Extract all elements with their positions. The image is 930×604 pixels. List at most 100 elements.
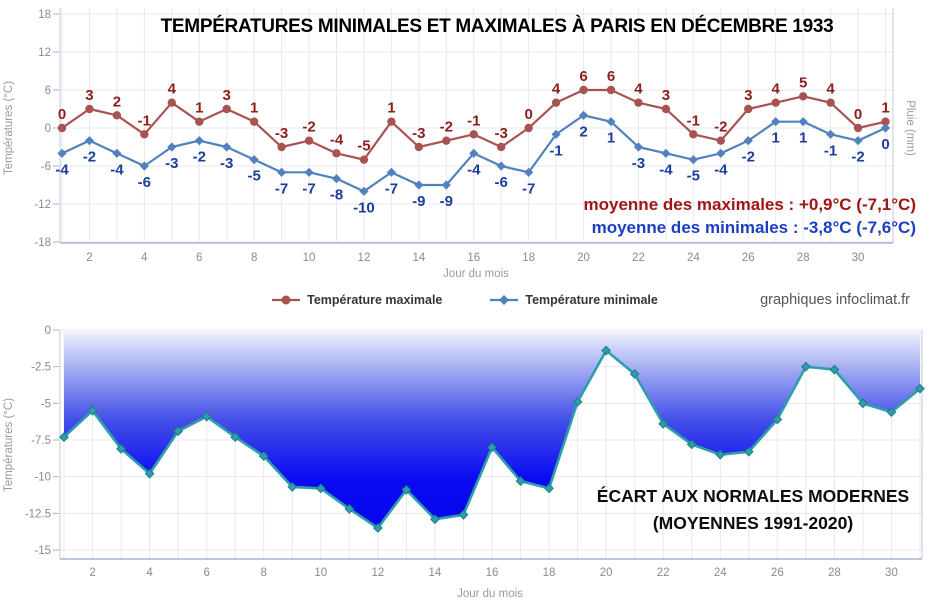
min-marker[interactable]: [194, 136, 204, 146]
min-marker[interactable]: [496, 161, 506, 171]
max-marker[interactable]: [304, 136, 314, 145]
min-marker[interactable]: [414, 180, 424, 190]
max-marker[interactable]: [634, 98, 643, 107]
ecart-marker[interactable]: [59, 432, 69, 442]
max-marker[interactable]: [798, 92, 808, 101]
min-marker[interactable]: [167, 142, 177, 152]
max-marker[interactable]: [359, 155, 369, 164]
ecart-marker[interactable]: [487, 442, 497, 453]
max-marker[interactable]: [661, 104, 671, 114]
min-marker[interactable]: [57, 148, 67, 158]
min-marker[interactable]: [853, 136, 863, 146]
min-marker[interactable]: [331, 174, 342, 184]
ecart-marker[interactable]: [458, 509, 469, 520]
max-marker[interactable]: [579, 85, 588, 95]
max-marker[interactable]: [222, 104, 231, 114]
ecart-marker[interactable]: [315, 483, 326, 494]
max-marker[interactable]: [387, 117, 396, 126]
ecart-marker[interactable]: [544, 483, 554, 494]
max-marker[interactable]: [57, 123, 67, 133]
min-marker[interactable]: [304, 167, 314, 177]
ecart-marker[interactable]: [344, 504, 355, 514]
ecart-marker[interactable]: [258, 451, 269, 462]
max-marker[interactable]: [826, 98, 835, 107]
ecart-marker[interactable]: [686, 439, 697, 450]
max-marker[interactable]: [195, 117, 204, 126]
ecart-marker[interactable]: [772, 414, 783, 425]
max-marker[interactable]: [853, 123, 863, 133]
min-marker[interactable]: [112, 148, 122, 158]
min-marker[interactable]: [386, 167, 396, 177]
ecart-marker[interactable]: [372, 523, 383, 533]
ecart-marker[interactable]: [829, 364, 840, 375]
ecart-marker[interactable]: [87, 405, 98, 416]
min-marker[interactable]: [441, 180, 451, 190]
max-marker[interactable]: [689, 130, 698, 139]
min-marker[interactable]: [222, 142, 232, 152]
max-marker[interactable]: [249, 117, 259, 126]
max-value-label: 6: [607, 68, 615, 85]
max-marker[interactable]: [606, 85, 616, 95]
ecart-series: [59, 330, 925, 533]
ecart-marker[interactable]: [886, 407, 897, 418]
min-marker[interactable]: [249, 155, 259, 165]
legend-item-temperature-maximale[interactable]: Température maximale: [272, 293, 442, 307]
min-marker[interactable]: [469, 148, 479, 158]
ecart-marker[interactable]: [201, 411, 212, 422]
ecart-marker[interactable]: [287, 482, 298, 492]
max-value-label: -2: [302, 119, 315, 136]
ecart-marker[interactable]: [658, 418, 669, 429]
min-marker[interactable]: [139, 161, 149, 171]
max-marker[interactable]: [716, 136, 725, 145]
ecart-marker[interactable]: [800, 361, 811, 372]
max-value-label: 3: [744, 87, 752, 104]
max-marker[interactable]: [167, 98, 176, 107]
min-marker[interactable]: [633, 142, 644, 152]
max-marker[interactable]: [744, 104, 753, 114]
ecart-marker[interactable]: [572, 396, 583, 407]
ecart-marker[interactable]: [858, 398, 868, 409]
min-marker[interactable]: [743, 136, 753, 146]
ecart-marker[interactable]: [715, 449, 726, 460]
max-marker[interactable]: [551, 98, 561, 107]
ecart-marker[interactable]: [515, 476, 526, 486]
ecart-marker[interactable]: [173, 426, 184, 437]
ecart-marker[interactable]: [601, 345, 612, 356]
max-marker[interactable]: [524, 123, 533, 133]
min-marker[interactable]: [798, 117, 808, 127]
min-marker[interactable]: [606, 117, 616, 127]
min-marker[interactable]: [716, 148, 726, 158]
max-marker[interactable]: [881, 117, 890, 126]
max-marker[interactable]: [112, 111, 122, 120]
min-marker[interactable]: [524, 167, 534, 177]
max-marker[interactable]: [332, 149, 341, 158]
min-marker[interactable]: [688, 155, 698, 165]
min-marker[interactable]: [661, 148, 671, 158]
legend-item-temperature-minimale[interactable]: Température minimale: [490, 293, 658, 307]
max-marker[interactable]: [277, 142, 286, 152]
min-marker[interactable]: [826, 129, 836, 139]
min-marker[interactable]: [578, 110, 589, 120]
min-marker[interactable]: [277, 167, 287, 177]
ecart-marker[interactable]: [116, 443, 126, 454]
min-marker[interactable]: [84, 136, 95, 146]
max-marker[interactable]: [140, 130, 149, 139]
max-marker[interactable]: [771, 98, 780, 107]
max-marker[interactable]: [442, 136, 451, 145]
max-marker[interactable]: [497, 142, 506, 152]
y-tick-label: -18: [34, 237, 51, 249]
ecart-marker[interactable]: [915, 383, 925, 394]
max-marker[interactable]: [469, 130, 478, 139]
ecart-marker[interactable]: [401, 484, 412, 495]
ecart-marker[interactable]: [430, 514, 440, 525]
min-marker[interactable]: [771, 117, 781, 127]
ecart-marker[interactable]: [144, 468, 155, 479]
ecart-marker[interactable]: [743, 446, 754, 457]
min-marker[interactable]: [551, 129, 561, 139]
max-marker[interactable]: [414, 142, 424, 152]
min-marker[interactable]: [880, 123, 891, 133]
ecart-marker[interactable]: [230, 432, 241, 442]
ecart-marker[interactable]: [629, 369, 640, 379]
min-marker[interactable]: [359, 186, 369, 196]
max-marker[interactable]: [85, 104, 94, 114]
